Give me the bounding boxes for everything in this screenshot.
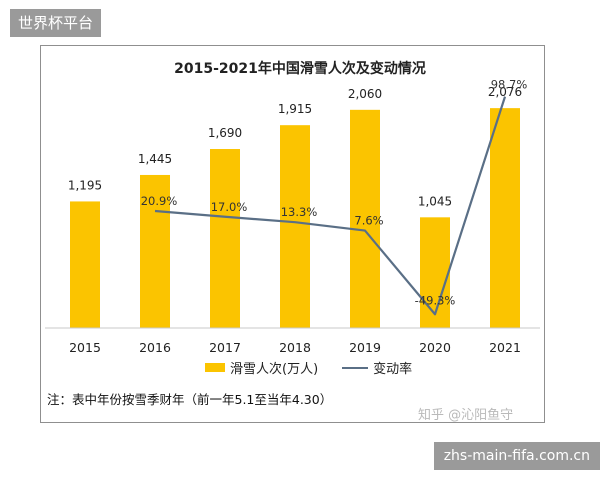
- line-value-label-2016: 20.9%: [141, 194, 178, 208]
- x-tick-label-2021: 2021: [489, 340, 521, 355]
- legend-item-bar: 滑雪人次(万人): [205, 358, 318, 377]
- bar-2020: [420, 217, 450, 328]
- line-value-label-2019: 7.6%: [354, 214, 383, 228]
- line-series-change-rate: [154, 96, 507, 316]
- watermark-text: 知乎 @沁阳鱼守: [418, 408, 514, 423]
- site-badge: 世界杯平台: [10, 9, 102, 37]
- line-value-label-2018: 13.3%: [281, 205, 318, 219]
- bar-2021: [490, 108, 520, 329]
- legend-label-bar: 滑雪人次(万人): [230, 362, 319, 377]
- x-tick-label-2018: 2018: [279, 340, 311, 355]
- bar-value-label-2021: 2,076: [488, 85, 522, 99]
- bar-value-label-2017: 1,690: [208, 126, 242, 140]
- x-tick-label-2020: 2020: [419, 340, 451, 355]
- x-tick-label-2019: 2019: [349, 340, 381, 355]
- line-value-label-2017: 17.0%: [211, 200, 248, 214]
- legend-label-line: 变动率: [373, 362, 413, 377]
- chart-note: 注：表中年份按雪季财年（前一年5.1至当年4.30）: [47, 392, 333, 407]
- legend-swatch-bar: [205, 363, 225, 372]
- bar-value-label-2020: 1,045: [418, 194, 452, 208]
- line-value-label-2020: -49.3%: [415, 293, 456, 307]
- bar-value-label-2016: 1,445: [138, 152, 172, 166]
- bar-value-label-2018: 1,915: [278, 102, 312, 116]
- bar-2019: [350, 109, 380, 328]
- chart-legend: 滑雪人次(万人) 变动率: [205, 358, 428, 377]
- x-tick-label-2017: 2017: [209, 340, 241, 355]
- bar-value-label-2019: 2,060: [348, 87, 382, 101]
- bar-2017: [210, 149, 240, 328]
- footer-badge: zhs-main-fifa.com.cn: [433, 442, 600, 470]
- chart-title: 2015-2021年中国滑雪人次及变动情况: [174, 61, 426, 77]
- x-tick-label-2016: 2016: [139, 340, 171, 355]
- line-value-label-2021: 98.7%: [491, 78, 528, 92]
- bar-2016: [140, 174, 170, 328]
- legend-item-line: 变动率: [342, 358, 412, 377]
- bar-2015: [70, 201, 100, 328]
- legend-swatch-line: [342, 366, 369, 369]
- bar-2018: [280, 125, 310, 329]
- x-tick-label-2015: 2015: [69, 340, 101, 355]
- bar-value-label-2015: 1,195: [68, 178, 102, 192]
